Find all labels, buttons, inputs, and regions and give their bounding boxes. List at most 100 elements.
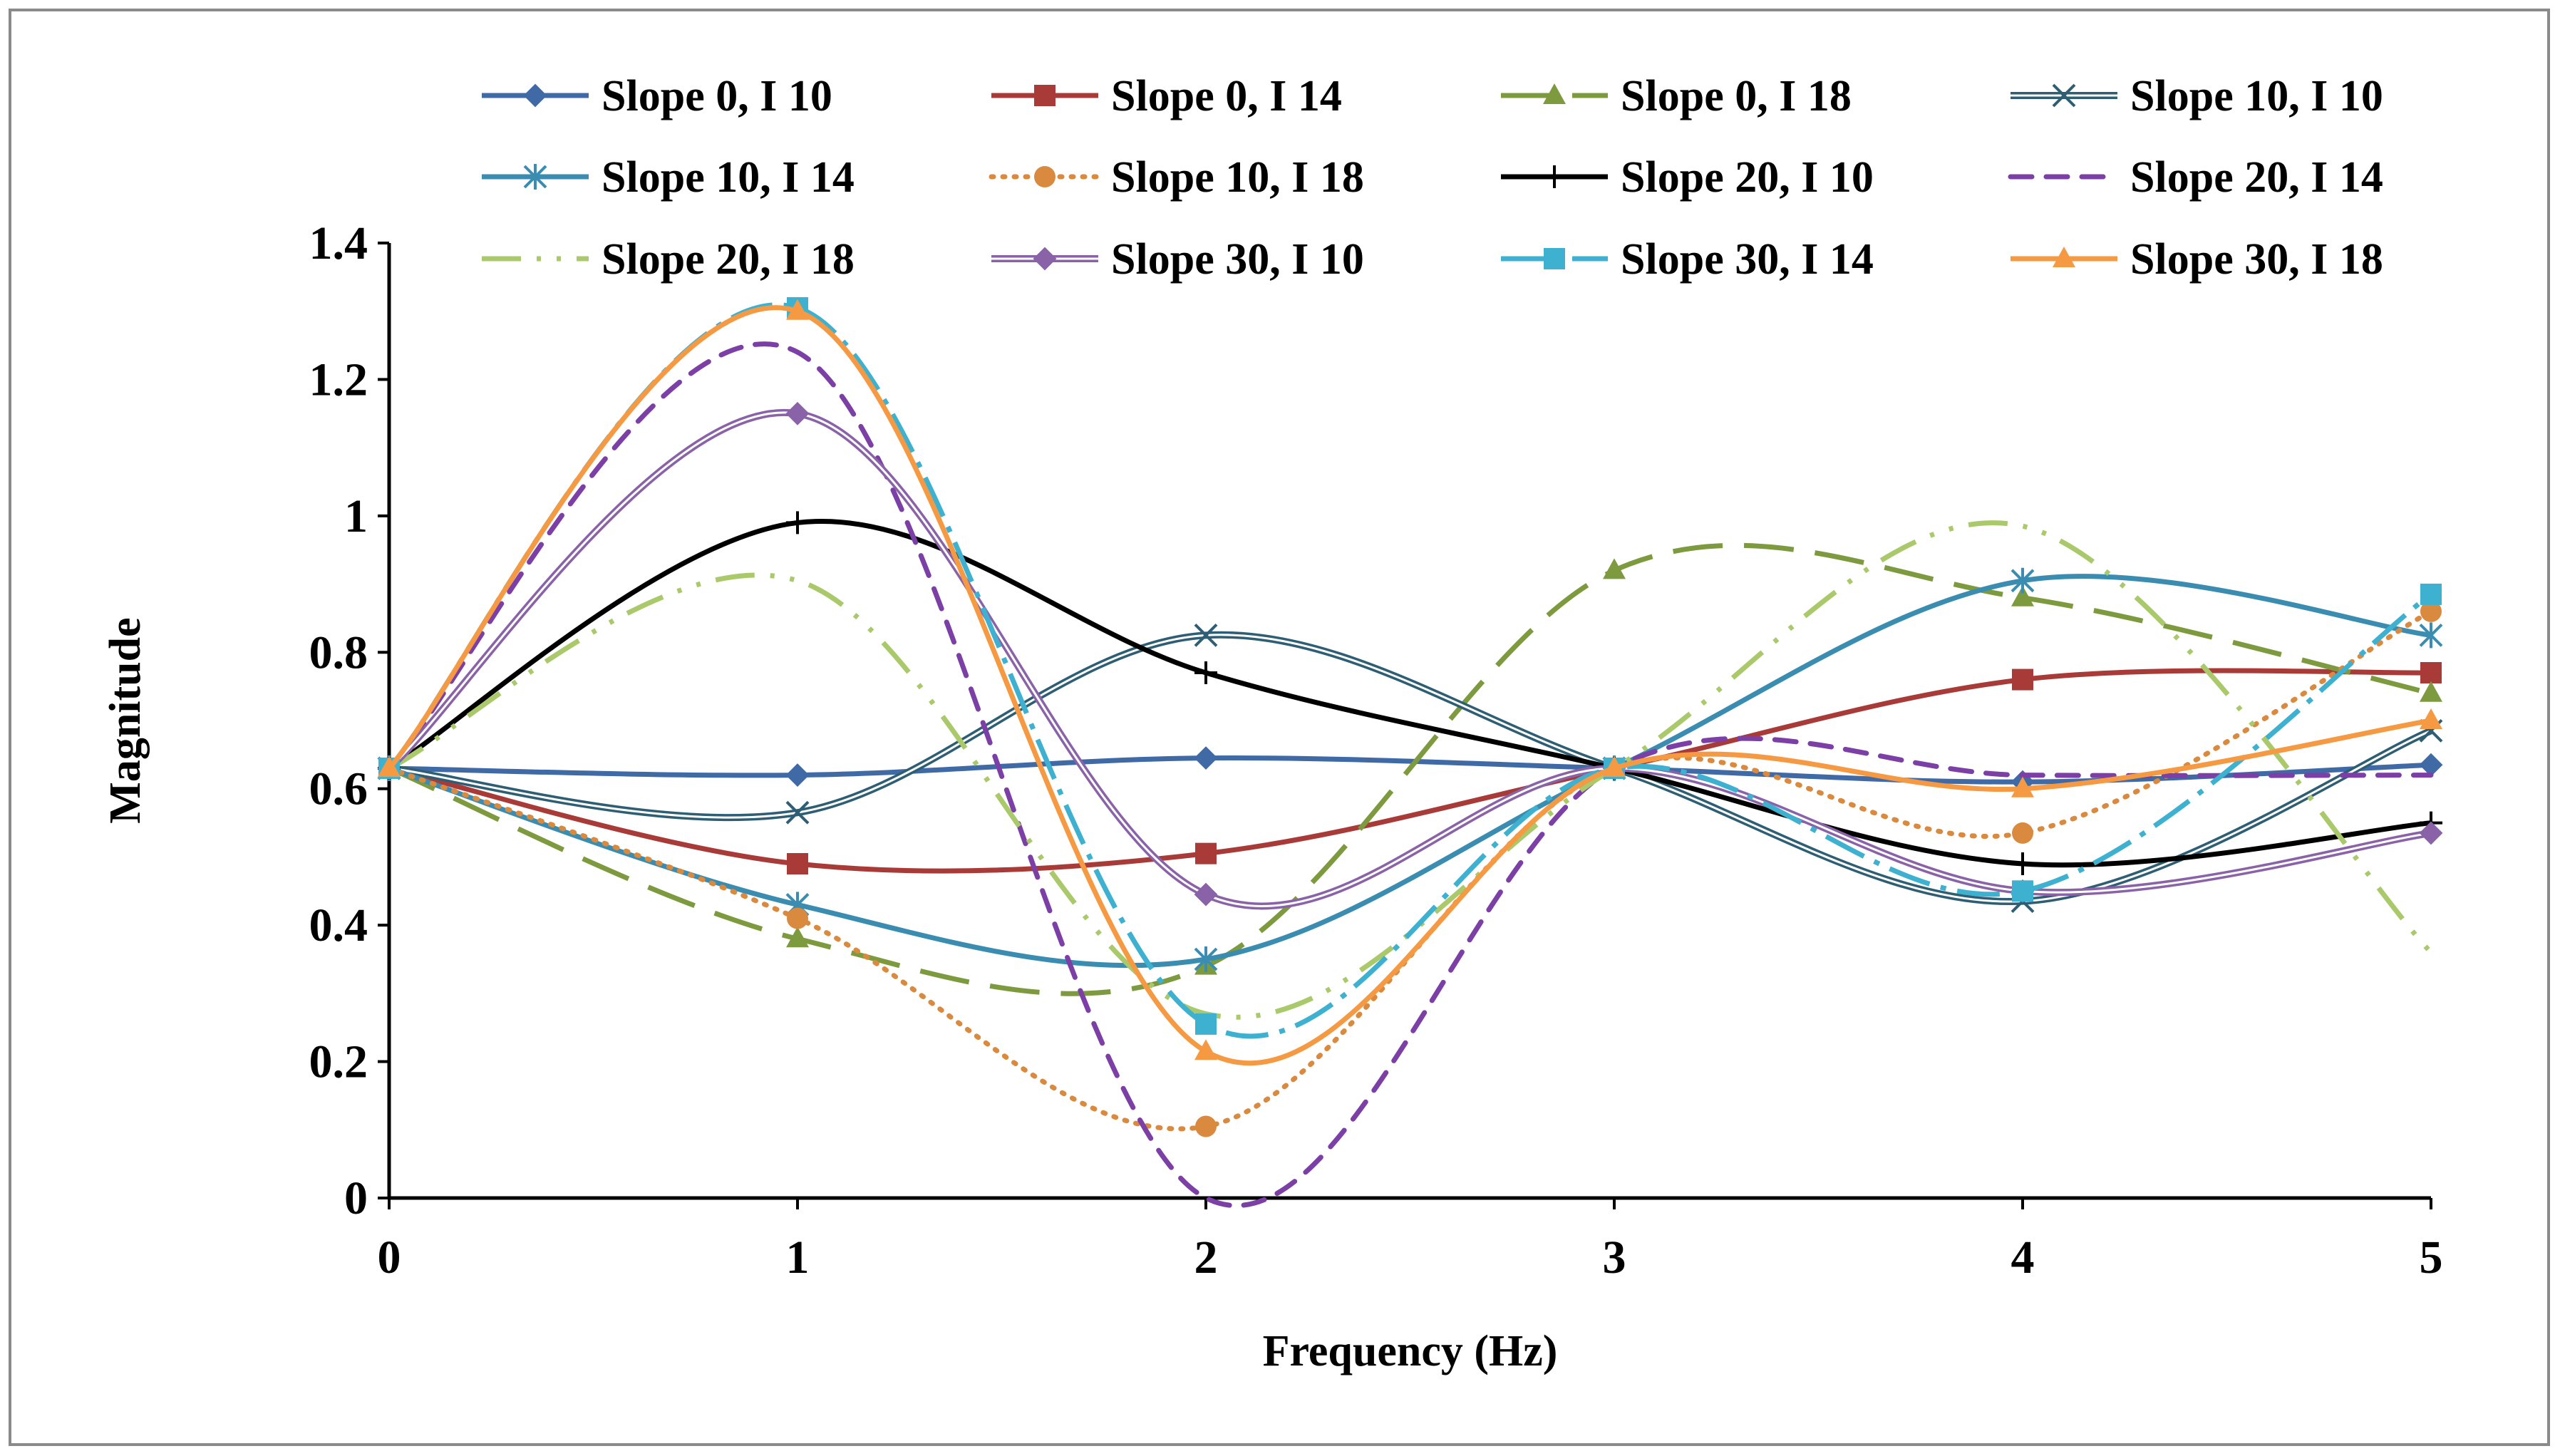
legend-item: Slope 30, I 18 [2011,235,2383,284]
series-slope-20-i-10 [378,511,2442,875]
data-point [1195,842,1217,864]
data-point [1194,1039,1217,1060]
data-point [787,853,808,874]
data-point [2419,622,2443,649]
chart-axes: 0 0.2 0.4 0.6 0.8 1 1.2 1.4 0 1 2 3 4 5 Magnitude Fr… [101,217,2443,1375]
series-slope-30-i-14 [378,296,2442,1039]
legend-marker [1543,165,1566,188]
series-line [388,519,2432,868]
data-point [1195,1013,1217,1035]
legend-item: Slope 30, I 10 [991,235,1364,284]
series-line [388,668,2432,874]
legend-item: Slope 0, I 10 [482,72,832,120]
y-tick-label: 1.4 [309,217,368,269]
data-point [787,907,808,929]
chart-legend: Slope 0, I 10 Slope 0, I 14 Slope 0, I 18 S… [482,72,2383,284]
series-slope-0-i-18 [378,542,2442,996]
legend-item: Slope 20, I 18 [482,235,855,284]
series-slope-10-i-14 [377,567,2443,972]
legend-label: Slope 0, I 10 [602,72,832,120]
legend-label: Slope 30, I 10 [1111,235,1364,284]
data-point [785,401,810,425]
legend-marker [1543,83,1566,104]
data-point [2011,567,2035,594]
series-line [388,668,2432,874]
x-tick-label: 0 [378,1232,401,1284]
series-slope-20-i-14 [386,341,2434,1208]
legend-marker [1544,248,1565,269]
y-tick-label: 0.2 [309,1036,368,1088]
legend-label: Slope 0, I 14 [1111,72,1342,120]
series-line [386,609,2434,1132]
data-point [2011,585,2034,606]
x-tick-label: 3 [1603,1232,1626,1284]
data-point [2012,822,2033,844]
data-point [2420,583,2442,605]
series-line [386,609,2434,1132]
data-point [2420,662,2442,683]
data-point [2419,753,2443,777]
data-point [1603,558,1626,579]
series-slope-30-i-18 [378,299,2442,1066]
chart-frame: Slope 0, I 10 Slope 0, I 14 Slope 0, I 18 S… [9,9,2550,1446]
series-slope-30-i-10 [377,401,2443,910]
data-point [1194,623,1218,647]
y-tick-label: 0.4 [309,899,368,951]
data-point [1195,1115,1217,1137]
data-point [1194,746,1218,770]
legend-item: Slope 10, I 18 [989,153,1364,202]
data-point [2012,668,2033,691]
y-tick-label: 0.8 [309,626,368,678]
data-point [785,800,810,825]
series-line-outer [386,408,2432,910]
series-line [386,341,2434,1208]
legend-marker [1033,247,1057,271]
legend-label: Slope 20, I 10 [1621,153,1874,202]
legend-item: Slope 0, I 14 [991,72,1342,120]
data-point [786,511,809,535]
legend-label: Slope 20, I 14 [2130,153,2383,202]
x-tick-label: 4 [2011,1232,2035,1284]
series-line [388,574,2432,969]
series-line [388,542,2432,996]
legend-label: Slope 10, I 14 [602,153,855,202]
legend-label: Slope 0, I 18 [1621,72,1852,120]
data-point [2011,776,2034,797]
data-point [2420,681,2442,702]
legend-label: Slope 10, I 10 [2130,72,2383,120]
data-point [1194,946,1218,972]
legend-item: Slope 10, I 10 [2011,72,2383,120]
data-point [2419,821,2443,845]
data-point [2012,880,2033,902]
legend-marker [523,164,547,190]
series-line [388,542,2432,996]
y-axis-ticks: 0 0.2 0.4 0.6 0.8 1 1.2 1.4 [309,217,389,1224]
y-tick-label: 1 [344,490,368,542]
legend-item: Slope 10, I 14 [482,153,855,202]
legend-marker [1034,166,1056,187]
legend-item: Slope 0, I 18 [1501,72,1852,120]
data-point [1194,661,1217,684]
y-tick-label: 0 [344,1172,368,1224]
x-tick-label: 2 [1194,1232,1218,1284]
data-point [1603,756,1626,777]
y-tick-label: 0.6 [309,763,368,815]
legend-marker [523,83,547,108]
line-chart: Slope 0, I 10 Slope 0, I 14 Slope 0, I 18 S… [101,72,2443,1375]
x-tick-label: 5 [2420,1232,2443,1284]
series-line-inner [388,411,2432,907]
data-point [2420,708,2442,729]
legend-marker [2052,83,2076,108]
legend-item: Slope 20, I 10 [1501,153,1874,202]
legend-marker [1034,85,1056,106]
data-point [2011,852,2034,875]
legend-label: Slope 10, I 18 [1111,153,1364,202]
data-point [785,763,810,787]
y-tick-label: 1.2 [309,353,368,406]
legend-item: Slope 20, I 14 [2008,153,2383,202]
x-axis-title: Frequency (Hz) [1263,1327,1558,1375]
series-line [386,408,2432,910]
data-point [786,299,809,320]
legend-label: Slope 30, I 18 [2130,235,2383,284]
data-point [786,926,809,948]
